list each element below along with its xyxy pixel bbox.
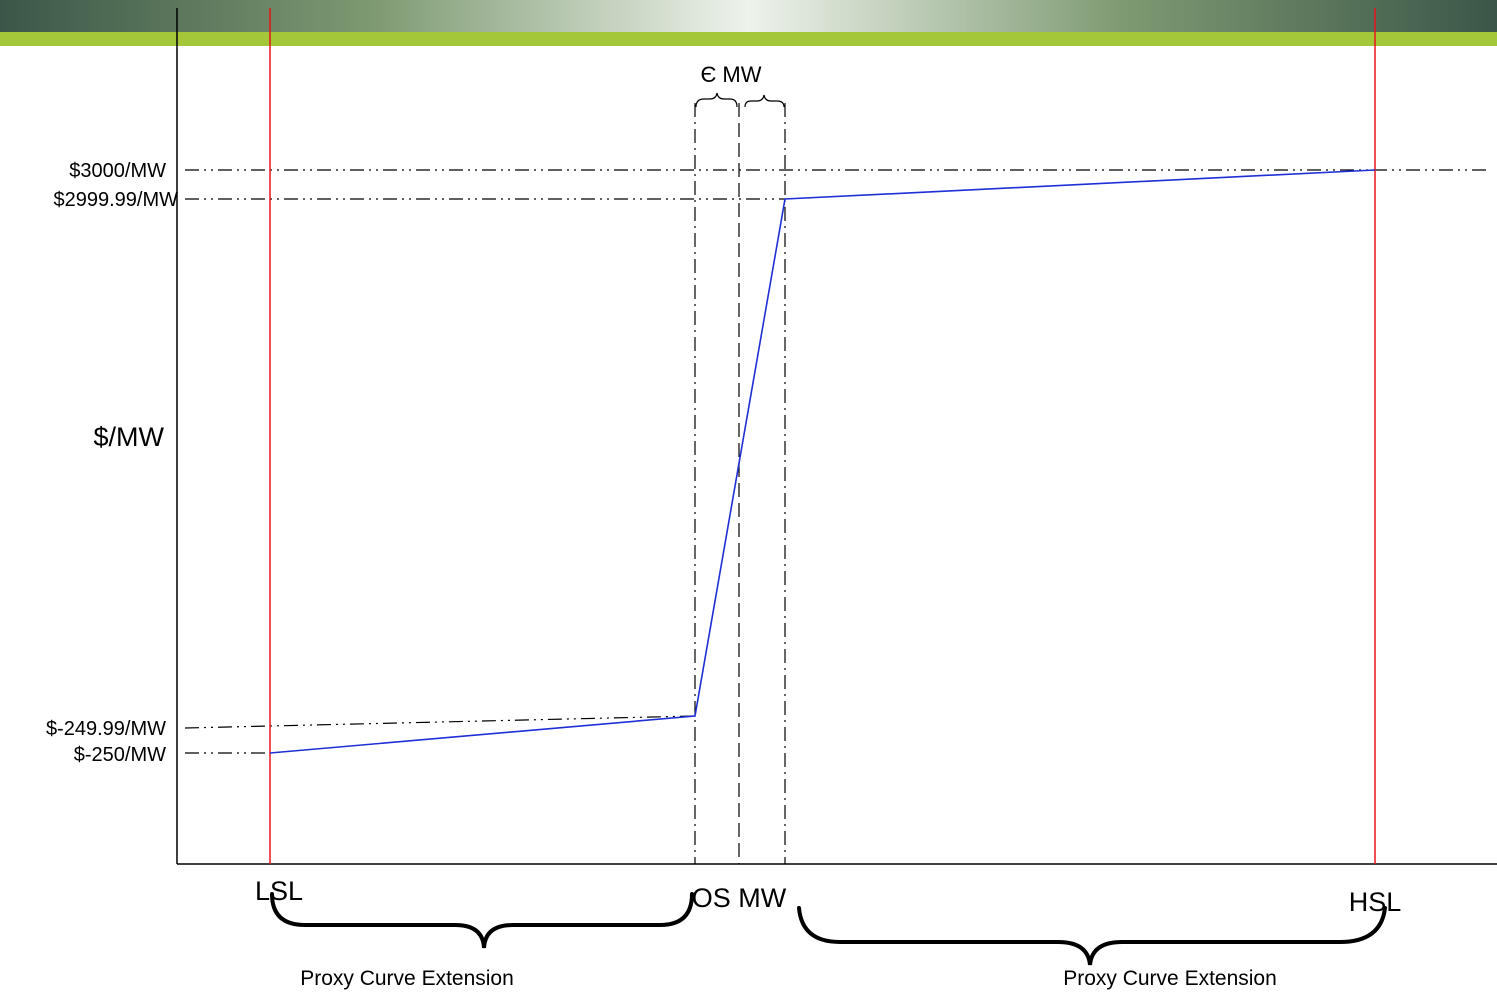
y-axis-label: $/MW (94, 422, 165, 452)
proxy-curve (269, 169, 1376, 754)
os-mw-label: OS MW (692, 883, 787, 913)
header-band (0, 0, 1497, 46)
extension-brace-right (797, 906, 1387, 966)
epsilon-brace-right (744, 94, 785, 108)
epsilon-brace-left (695, 92, 738, 108)
price-label-n250: $-250/MW (74, 744, 166, 766)
price-label-n24999: $-249.99/MW (46, 718, 166, 740)
extension-label-right: Proxy Curve Extension (1063, 967, 1277, 990)
hsl-label: HSL (1349, 887, 1402, 917)
price-label-3000: $3000/MW (69, 160, 166, 182)
price-guides (184, 169, 1490, 754)
extension-braces (270, 892, 1387, 966)
lsl-label: LSL (255, 876, 303, 906)
mw-guides (694, 103, 786, 864)
extension-label-left: Proxy Curve Extension (300, 967, 514, 990)
price-label-2999: $2999.99/MW (53, 189, 178, 211)
epsilon-braces (695, 92, 785, 108)
epsilon-label: Є MW (700, 62, 761, 87)
extension-brace-left (270, 892, 694, 949)
